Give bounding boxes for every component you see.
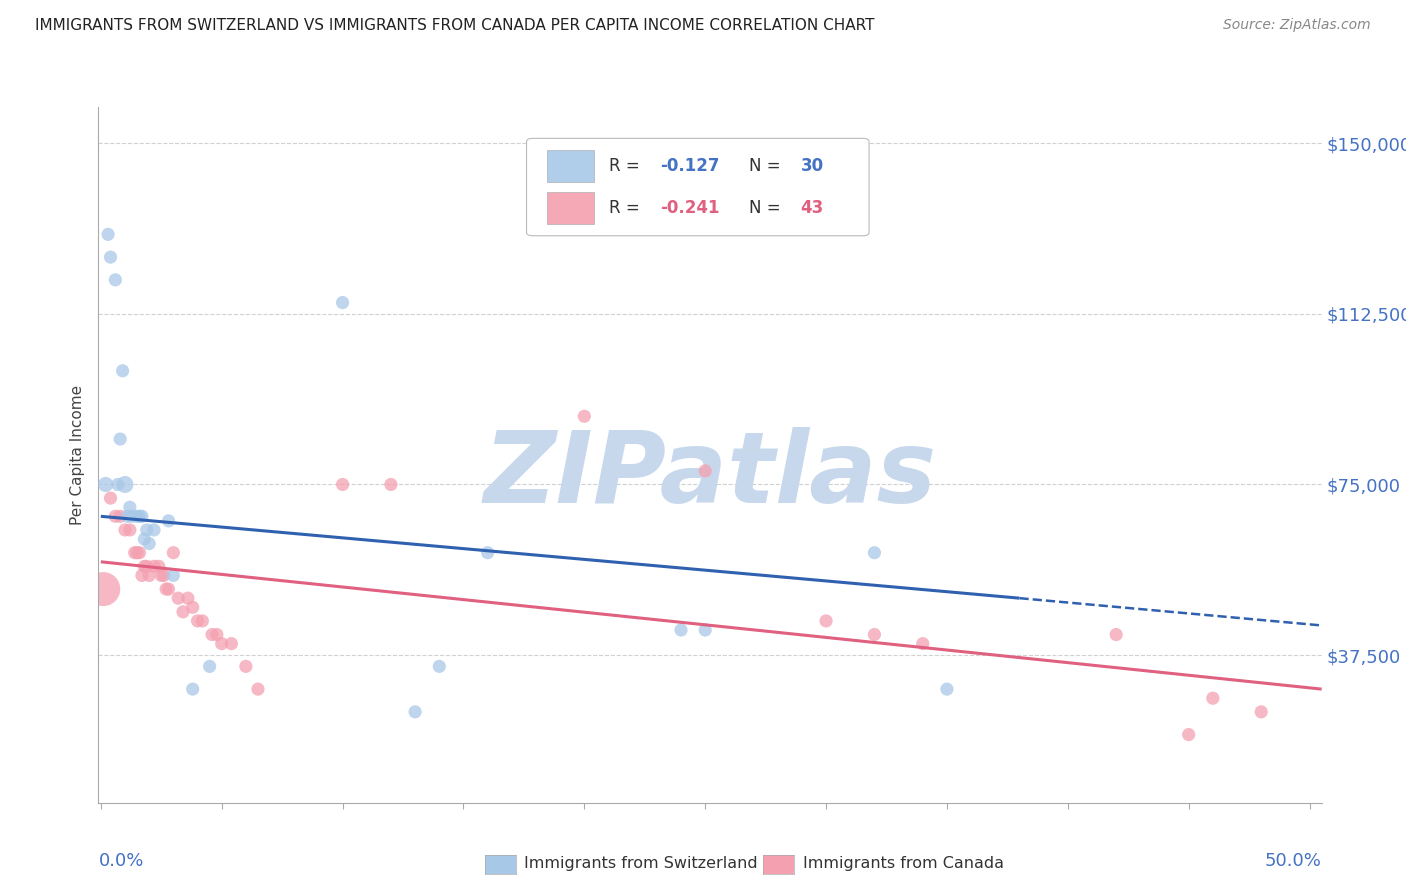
- Text: N =: N =: [749, 199, 786, 217]
- Point: [235, 659, 257, 673]
- Point: [131, 568, 153, 582]
- Point: [94, 477, 117, 491]
- Point: [155, 582, 177, 596]
- Point: [181, 600, 204, 615]
- Point: [186, 614, 208, 628]
- Point: [128, 546, 150, 560]
- Point: [134, 532, 156, 546]
- Point: [669, 623, 692, 637]
- Point: [198, 659, 221, 673]
- Point: [108, 432, 131, 446]
- Point: [135, 559, 157, 574]
- Point: [863, 627, 886, 641]
- Point: [1250, 705, 1272, 719]
- Point: [177, 591, 200, 606]
- Text: Immigrants from Canada: Immigrants from Canada: [803, 856, 1004, 871]
- Point: [201, 627, 224, 641]
- Point: [121, 509, 143, 524]
- Text: IMMIGRANTS FROM SWITZERLAND VS IMMIGRANTS FROM CANADA PER CAPITA INCOME CORRELAT: IMMIGRANTS FROM SWITZERLAND VS IMMIGRANT…: [35, 18, 875, 33]
- Point: [100, 491, 122, 505]
- Text: R =: R =: [609, 157, 644, 175]
- Point: [131, 509, 153, 524]
- Point: [404, 705, 426, 719]
- Y-axis label: Per Capita Income: Per Capita Income: [70, 384, 86, 525]
- Point: [380, 477, 402, 491]
- Point: [162, 568, 184, 582]
- Point: [117, 509, 139, 524]
- Point: [128, 509, 150, 524]
- Point: [167, 591, 190, 606]
- Point: [157, 582, 180, 596]
- Point: [427, 659, 450, 673]
- Point: [100, 250, 122, 264]
- Point: [695, 464, 717, 478]
- Point: [104, 509, 127, 524]
- Point: [152, 568, 174, 582]
- Text: Immigrants from Switzerland: Immigrants from Switzerland: [524, 856, 758, 871]
- Point: [108, 509, 131, 524]
- Point: [332, 295, 354, 310]
- Point: [104, 273, 127, 287]
- Point: [124, 546, 146, 560]
- FancyBboxPatch shape: [526, 138, 869, 235]
- Point: [138, 568, 160, 582]
- Point: [114, 523, 136, 537]
- Text: 50.0%: 50.0%: [1265, 852, 1322, 870]
- Point: [127, 546, 149, 560]
- FancyBboxPatch shape: [547, 151, 593, 182]
- Point: [157, 514, 180, 528]
- Point: [477, 546, 499, 560]
- FancyBboxPatch shape: [547, 192, 593, 224]
- Point: [935, 682, 957, 697]
- Point: [221, 637, 243, 651]
- Text: -0.241: -0.241: [659, 199, 720, 217]
- Point: [246, 682, 269, 697]
- Point: [863, 546, 886, 560]
- Point: [1202, 691, 1225, 706]
- Text: -0.127: -0.127: [659, 157, 720, 175]
- Point: [138, 536, 160, 550]
- Text: ZIPatlas: ZIPatlas: [484, 427, 936, 524]
- Point: [1105, 627, 1128, 641]
- Point: [332, 477, 354, 491]
- Point: [211, 637, 233, 651]
- Text: 43: 43: [800, 199, 824, 217]
- Point: [148, 559, 170, 574]
- Point: [118, 523, 141, 537]
- Point: [135, 523, 157, 537]
- Point: [150, 568, 173, 582]
- Point: [114, 477, 136, 491]
- Point: [134, 559, 156, 574]
- Point: [143, 523, 166, 537]
- Point: [118, 500, 141, 515]
- Point: [1177, 728, 1199, 742]
- Point: [172, 605, 194, 619]
- Point: [97, 227, 120, 242]
- Point: [162, 546, 184, 560]
- Point: [91, 582, 114, 596]
- Point: [191, 614, 214, 628]
- Point: [205, 627, 228, 641]
- Text: Source: ZipAtlas.com: Source: ZipAtlas.com: [1223, 18, 1371, 32]
- Point: [143, 559, 166, 574]
- Point: [127, 509, 149, 524]
- Text: 30: 30: [800, 157, 824, 175]
- Text: R =: R =: [609, 199, 644, 217]
- Point: [181, 682, 204, 697]
- Point: [815, 614, 838, 628]
- Text: N =: N =: [749, 157, 786, 175]
- Point: [111, 364, 134, 378]
- Point: [695, 623, 717, 637]
- Point: [574, 409, 596, 424]
- Point: [107, 477, 129, 491]
- Text: 0.0%: 0.0%: [98, 852, 143, 870]
- Point: [911, 637, 934, 651]
